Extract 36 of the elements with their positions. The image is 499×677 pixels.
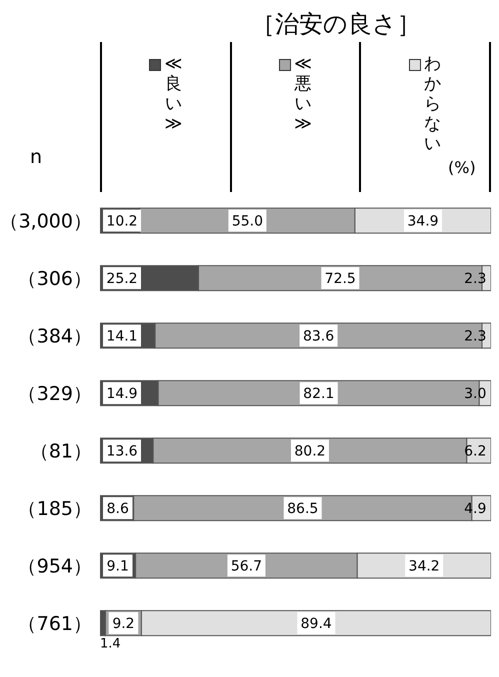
data-label: 83.6 [302,328,334,345]
data-label: 14.9 [106,386,138,402]
data-label: 2.3 [464,328,486,345]
y-tick-label: （954） [18,555,92,578]
data-label: 9.2 [112,616,135,632]
legend-label: ≪悪い≫ [294,54,312,134]
legend-label: ≪良い≫ [164,54,182,134]
data-label: 8.6 [106,501,129,518]
data-label: 1.4 [100,636,121,652]
data-label: 72.5 [324,271,356,288]
text: (%) [448,158,476,177]
legend-label: わからない [424,54,442,154]
data-label: 86.5 [287,501,318,518]
data-label: 10.2 [106,214,138,230]
data-label: 25.2 [106,271,138,288]
data-label: 14.1 [106,328,138,345]
data-label: 2.3 [464,271,486,288]
data-label: 34.9 [407,214,439,230]
data-label: 80.2 [294,444,326,460]
y-tick-label: （384） [18,325,92,348]
data-label: 9.1 [106,558,129,575]
y-tick-label: （329） [18,382,92,405]
y-tick-label: （761） [18,612,92,635]
data-label: 3.0 [464,386,486,402]
chart-title: ［治安の良さ］ [250,9,422,40]
text: n [30,146,42,168]
data-label: 34.2 [408,558,440,575]
y-tick-label: （306） [18,268,92,290]
data-label: 56.7 [230,558,262,575]
data-label: 55.0 [232,214,263,230]
data-label: 13.6 [106,444,138,460]
y-tick-label: （3,000） [0,210,92,232]
y-tick-label: （81） [30,440,92,462]
data-label: 82.1 [303,386,334,402]
y-tick-label: （185） [18,498,92,520]
data-label: 89.4 [300,616,332,632]
